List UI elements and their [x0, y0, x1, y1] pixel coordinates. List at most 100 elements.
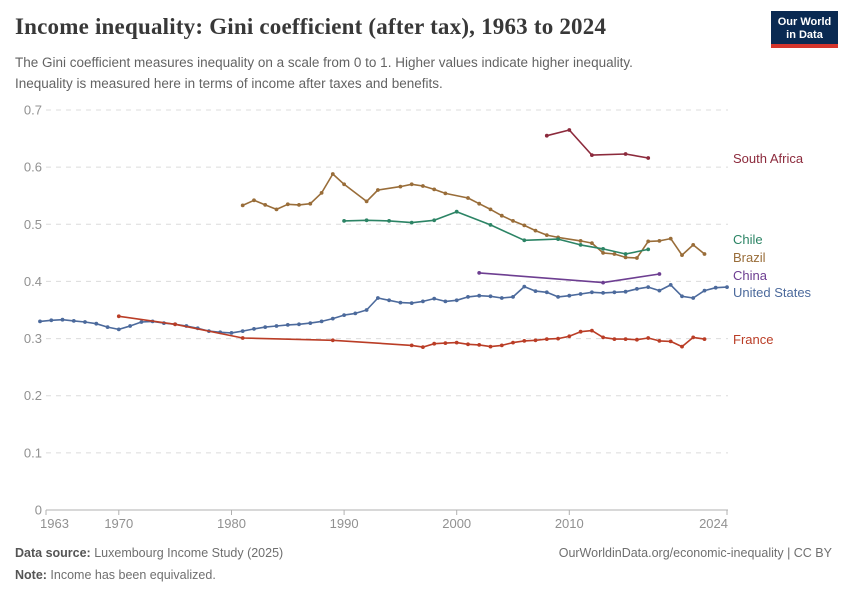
series-line-south-africa[interactable] — [546, 129, 649, 159]
data-point-brazil — [319, 191, 324, 195]
data-point-united-states — [488, 294, 493, 299]
data-point-united-states — [646, 285, 651, 289]
chart-subtitle: The Gini coefficient measures inequality… — [15, 52, 735, 94]
data-source-value: Luxembourg Income Study (2025) — [90, 546, 284, 560]
data-point-united-states — [83, 320, 87, 324]
data-point-brazil — [274, 207, 279, 212]
data-point-united-states — [274, 324, 279, 328]
data-point-united-states — [725, 285, 729, 289]
data-point-chile — [522, 238, 527, 243]
data-point-brazil — [488, 207, 493, 212]
data-point-france — [657, 339, 662, 343]
y-axis-tick-label: 0.1 — [24, 445, 42, 460]
data-point-france — [556, 336, 560, 341]
data-point-united-states — [229, 331, 234, 335]
data-point-united-states — [116, 327, 121, 332]
data-point-united-states — [713, 285, 718, 290]
data-point-united-states — [105, 325, 110, 329]
data-point-france — [499, 343, 504, 348]
data-point-france — [623, 337, 628, 341]
data-point-united-states — [668, 283, 673, 287]
data-point-united-states — [635, 287, 639, 291]
note-value: Income has been equivalized. — [46, 568, 216, 582]
data-point-united-states — [60, 317, 65, 322]
data-point-united-states — [342, 313, 346, 317]
data-point-chile — [454, 209, 459, 214]
data-point-brazil — [544, 233, 549, 238]
subtitle-line-1: The Gini coefficient measures inequality… — [15, 55, 633, 70]
data-point-brazil — [511, 219, 515, 223]
data-point-brazil — [421, 184, 425, 188]
data-point-united-states — [691, 296, 696, 300]
data-point-france — [702, 337, 707, 341]
y-axis-tick-label: 0.4 — [24, 274, 42, 289]
legend-label-brazil[interactable]: Brazil — [733, 250, 766, 265]
data-point-france — [691, 335, 696, 340]
data-point-china — [601, 280, 605, 285]
data-point-brazil — [285, 202, 290, 207]
chart-canvas[interactable]: 0 0.1 0.2 0.3 0.4 0.5 0.6 0.7 1963 1970 1980 1990 20… — [0, 0, 850, 540]
data-point-united-states — [364, 308, 369, 312]
data-point-brazil — [297, 203, 301, 207]
data-point-brazil — [330, 172, 335, 176]
data-point-france — [646, 336, 651, 340]
data-point-france — [680, 344, 684, 349]
data-point-brazil — [477, 201, 482, 206]
data-point-united-states — [139, 320, 144, 324]
legend-label-south-africa[interactable]: South Africa — [733, 151, 804, 166]
data-point-south-africa — [590, 153, 594, 158]
data-point-brazil — [702, 252, 707, 256]
credit-link[interactable]: OurWorldinData.org/economic-inequality |… — [558, 546, 832, 560]
note-line: Note: Income has been equivalized. — [15, 568, 216, 582]
legend-label-united-states[interactable]: United States — [733, 285, 812, 300]
data-point-brazil — [364, 199, 369, 204]
data-point-united-states — [297, 322, 301, 327]
data-point-united-states — [398, 300, 403, 305]
data-point-chile — [432, 218, 437, 223]
data-point-united-states — [49, 318, 54, 323]
data-point-brazil — [376, 188, 380, 192]
data-point-united-states — [263, 325, 268, 329]
data-point-chile — [409, 220, 414, 225]
data-point-china — [477, 271, 482, 275]
data-point-brazil — [409, 182, 414, 187]
y-axis-tick-label: 0.5 — [24, 217, 42, 232]
data-point-united-states — [240, 329, 245, 333]
data-point-france — [522, 339, 527, 343]
x-axis-tick-label: 1963 — [40, 516, 69, 531]
x-axis-tick-label: 2010 — [555, 516, 584, 531]
data-point-united-states — [353, 311, 358, 316]
y-axis-tick-label: 0.2 — [24, 388, 42, 403]
data-point-france — [443, 341, 448, 345]
data-point-france — [544, 337, 549, 341]
data-point-united-states — [308, 321, 313, 325]
data-point-brazil — [612, 252, 617, 256]
data-point-france — [590, 328, 594, 333]
y-axis-tick-label: 0 — [35, 503, 42, 518]
logo-line-1: Our World — [777, 16, 832, 28]
data-point-france — [567, 334, 572, 339]
y-axis-tick-label: 0.6 — [24, 160, 42, 175]
data-point-chile — [623, 252, 628, 256]
data-point-brazil — [657, 239, 662, 243]
data-point-united-states — [285, 323, 290, 327]
data-point-united-states — [680, 294, 684, 299]
data-point-united-states — [567, 293, 572, 298]
series-line-brazil[interactable] — [242, 173, 706, 259]
data-point-brazil — [263, 203, 268, 207]
legend-label-france[interactable]: France — [733, 332, 773, 347]
owid-logo[interactable]: Our World in Data — [771, 11, 838, 48]
data-point-brazil — [308, 201, 313, 206]
data-point-south-africa — [567, 128, 572, 132]
data-point-chile — [646, 247, 651, 252]
data-point-france — [409, 343, 414, 348]
series-line-france[interactable] — [118, 315, 705, 348]
data-point-united-states — [376, 296, 380, 300]
legend-label-china[interactable]: China — [733, 268, 768, 283]
data-point-brazil — [252, 198, 256, 203]
legend-label-chile[interactable]: Chile — [733, 232, 763, 247]
data-point-brazil — [499, 213, 504, 218]
data-point-france — [488, 344, 493, 349]
data-point-france — [116, 314, 121, 319]
data-point-united-states — [702, 288, 707, 293]
